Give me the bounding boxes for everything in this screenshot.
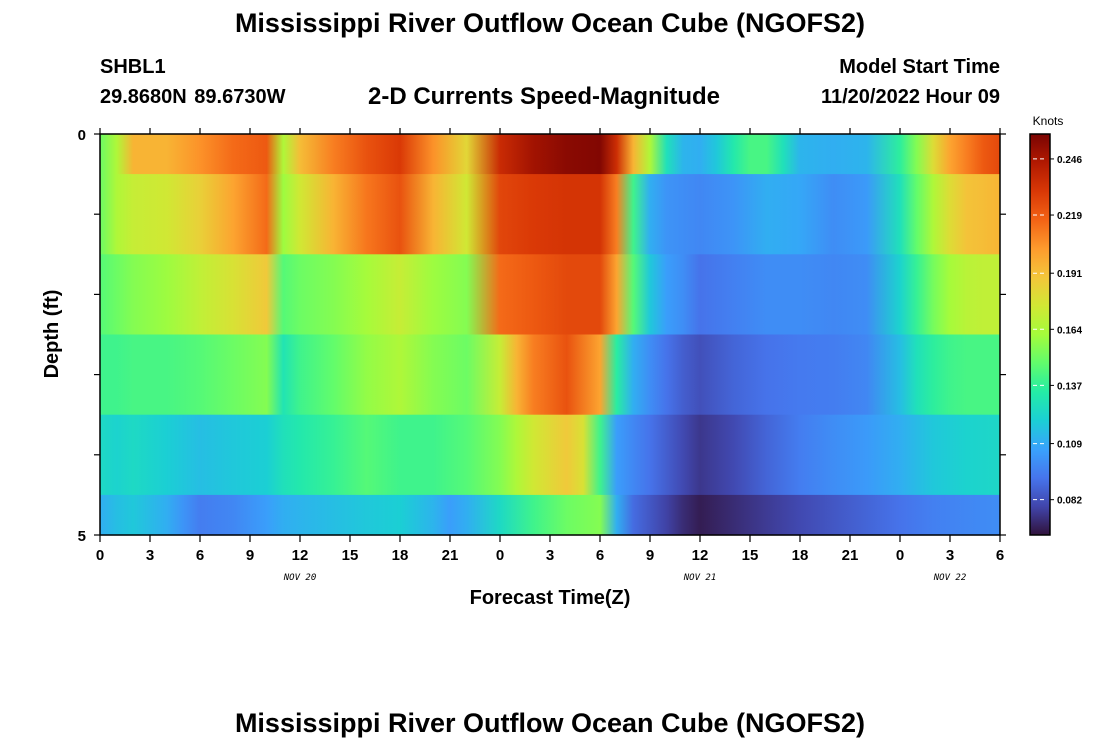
x-tick-label: 9 — [246, 547, 254, 564]
chart-subtitle: 2-D Currents Speed-Magnitude — [368, 83, 721, 110]
colorbar-label: Knots — [1033, 114, 1064, 128]
x-tick-label: 6 — [596, 547, 604, 564]
heatmap-chart: 0 3 6 9 12 15 18 21 0 3 6 9 12 15 18 21 0 3 6 NOV 20 NOV 21 N… — [41, 114, 1082, 609]
colorbar-tick-label: 0.082 — [1057, 496, 1082, 507]
heatmap-row — [100, 174, 1000, 255]
colorbar-gradient — [1029, 133, 1051, 536]
colorbar-tick-label: 0.246 — [1057, 155, 1082, 166]
x-tick-label: 0 — [896, 547, 904, 564]
heatmap-row — [100, 494, 1000, 536]
heatmap-cells — [100, 134, 1000, 536]
x-tick-label: 6 — [996, 547, 1004, 564]
x-tick-label: 15 — [342, 547, 359, 564]
heatmap-row — [100, 414, 1000, 496]
x-tick-label: 21 — [842, 547, 859, 564]
y-axis: 05 — [78, 127, 1006, 545]
date-label: NOV 22 — [933, 573, 967, 583]
y-tick-label: 5 — [78, 528, 86, 545]
y-axis-label: Depth (ft) — [41, 290, 63, 379]
colorbar: Knots 0.082 0.109 0.137 0.164 0.191 0.219 0.24… — [1029, 114, 1082, 536]
x-tick-label: 0 — [496, 547, 504, 564]
station-coordinates: 29.8680N 89.6730W — [100, 86, 286, 108]
colorbar-tick-label: 0.137 — [1057, 381, 1082, 392]
colorbar-tick-label: 0.109 — [1057, 440, 1082, 451]
chart-title: Mississippi River Outflow Ocean Cube (NG… — [234, 8, 866, 38]
x-tick-label: 12 — [692, 547, 709, 564]
x-tick-label: 9 — [646, 547, 654, 564]
x-tick-label: 12 — [292, 547, 309, 564]
x-axis: 0 3 6 9 12 15 18 21 0 3 6 9 12 15 18 21 0 3 6 NOV 20 NOV 21 N… — [96, 128, 1004, 583]
x-tick-label: 18 — [392, 547, 409, 564]
x-tick-label: 3 — [946, 547, 954, 564]
x-tick-label: 18 — [792, 547, 809, 564]
x-tick-label: 3 — [546, 547, 554, 564]
colorbar-tick-label: 0.191 — [1057, 269, 1082, 280]
x-axis-label: Forecast Time(Z) — [470, 587, 631, 609]
x-tick-label: 0 — [96, 547, 104, 564]
heatmap-row — [100, 134, 1000, 175]
x-tick-label: 3 — [146, 547, 154, 564]
colorbar-tick-label: 0.219 — [1057, 211, 1082, 222]
colorbar-tick-label: 0.164 — [1057, 325, 1082, 336]
y-tick-label: 0 — [78, 127, 86, 144]
x-tick-label: 15 — [742, 547, 759, 564]
date-label: NOV 21 — [683, 573, 717, 583]
heatmap-row — [100, 254, 1000, 336]
chart-title-repeat: Mississippi River Outflow Ocean Cube (NG… — [234, 708, 866, 738]
x-tick-label: 6 — [196, 547, 204, 564]
model-start-value: 11/20/2022 Hour 09 — [820, 86, 1000, 108]
station-id: SHBL1 — [100, 56, 166, 78]
x-tick-label: 21 — [442, 547, 459, 564]
model-start-label: Model Start Time — [839, 56, 1000, 78]
heatmap-row — [100, 334, 1000, 416]
date-label: NOV 20 — [283, 573, 317, 583]
